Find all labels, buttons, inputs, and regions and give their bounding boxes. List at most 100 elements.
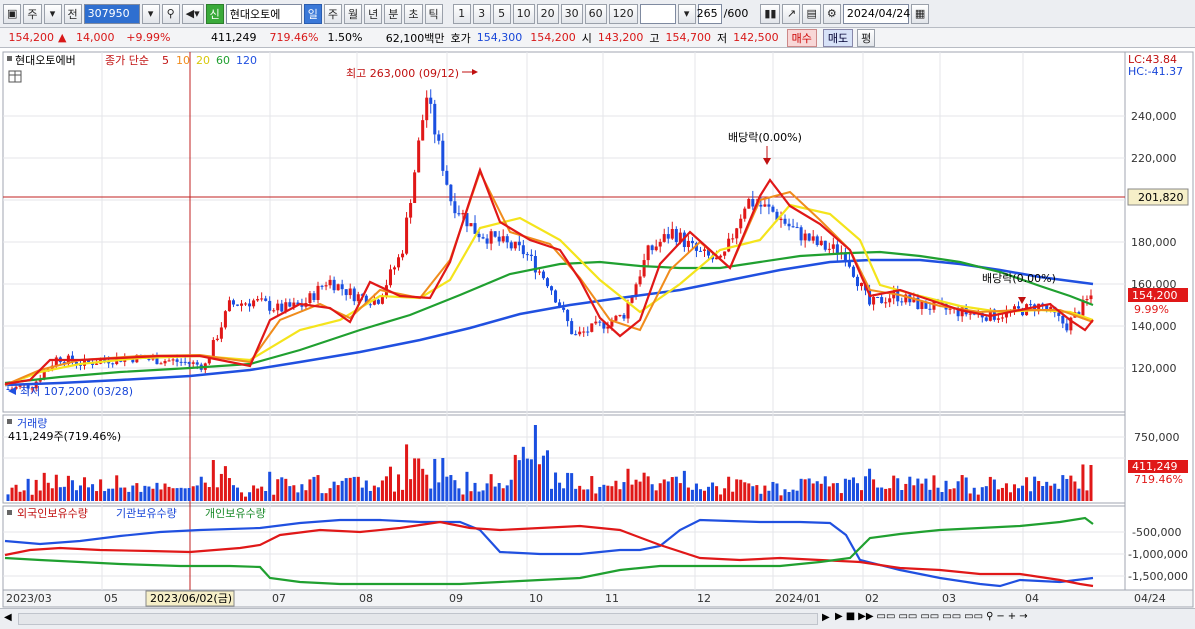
zoom-icon[interactable]: ⚲: [986, 611, 994, 622]
candle-body: [562, 307, 566, 310]
stop-icon[interactable]: ■: [845, 611, 856, 622]
volume-bar: [533, 425, 537, 501]
change-pct: +9.99%: [126, 31, 171, 44]
buy-button[interactable]: 매수: [786, 28, 817, 47]
play-icon[interactable]: ▶: [835, 611, 843, 622]
candle-icon[interactable]: ▮▮: [760, 3, 781, 24]
volume-bar: [392, 491, 397, 501]
layout-icon[interactable]: ▭▭: [876, 611, 896, 622]
hold-y-tick: -1,500,000: [1128, 570, 1188, 583]
legend-ma5[interactable]: 5: [162, 54, 169, 67]
legend-ma10[interactable]: 10: [176, 54, 190, 67]
volume-bar: [107, 488, 111, 501]
scrollbar-track[interactable]: [18, 613, 818, 625]
num-120[interactable]: 120: [608, 3, 638, 24]
turnover: 1.50%: [327, 31, 363, 44]
scroll-right-icon[interactable]: ▶: [822, 612, 830, 623]
num-30[interactable]: 30: [560, 3, 583, 24]
save-icon[interactable]: ▤: [802, 3, 821, 24]
eval-button[interactable]: 평: [857, 28, 876, 47]
custom-num-input[interactable]: [639, 3, 676, 24]
volume-bar: [348, 477, 352, 501]
plus-icon[interactable]: +: [1007, 611, 1017, 622]
volume-bar: [763, 485, 767, 501]
speaker-icon[interactable]: ◀▾: [181, 3, 204, 24]
candle-body: [167, 360, 171, 362]
num-10[interactable]: 10: [512, 3, 535, 24]
legend-individual[interactable]: 개인보유수량: [205, 507, 266, 520]
calendar-icon[interactable]: ▦: [910, 3, 930, 24]
candle-body: [868, 290, 872, 305]
period-day[interactable]: 일: [303, 3, 322, 24]
num-3[interactable]: 3: [472, 3, 491, 24]
window-icon[interactable]: ▣: [3, 3, 22, 24]
candle-body: [996, 318, 1000, 320]
chevron-down-icon[interactable]: ▾: [677, 3, 696, 24]
layout-icon-4[interactable]: ▭▭: [942, 611, 962, 622]
legend-foreign[interactable]: 외국인보유수량: [17, 507, 88, 520]
volume-bar: [34, 479, 38, 501]
period-year[interactable]: 년: [364, 3, 383, 24]
volume-bars: [6, 425, 1093, 501]
volume-bar: [38, 490, 42, 501]
period-type-select[interactable]: 주: [23, 3, 42, 24]
candle-body: [1012, 306, 1017, 311]
volume-bar: [171, 488, 175, 501]
candle-body: [550, 286, 554, 291]
scale-icon[interactable]: →: [1019, 611, 1028, 622]
volume-bar: [50, 488, 54, 501]
stock-name-field[interactable]: 현대오토에: [225, 3, 302, 24]
sell-button[interactable]: 매도: [822, 28, 854, 47]
count-max: /600: [723, 7, 749, 20]
new-badge[interactable]: 신: [205, 3, 224, 24]
volume-bar: [574, 488, 578, 501]
legend-ma120[interactable]: 120: [236, 54, 257, 67]
fast-forward-icon[interactable]: ▶▶: [858, 611, 874, 622]
chevron-down-icon[interactable]: ▾: [141, 3, 160, 24]
layout-icon-5[interactable]: ▭▭: [964, 611, 984, 622]
volume-title[interactable]: 거래량: [17, 417, 47, 430]
legend-type[interactable]: 종가 단순: [105, 54, 149, 67]
legend-stock-name[interactable]: 현대오토에버: [15, 54, 76, 67]
chart-area[interactable]: 최고 263,000 (09/12) 최저 107,200 (03/28) 배당…: [0, 48, 1195, 608]
open-price: 143,200: [597, 31, 644, 44]
layout-icon-2[interactable]: ▭▭: [898, 611, 918, 622]
count-input[interactable]: 265: [697, 3, 722, 24]
minus-icon[interactable]: −: [996, 611, 1005, 622]
scroll-left-icon[interactable]: ◀: [4, 612, 12, 623]
volume-bar: [207, 487, 211, 501]
candle-body: [823, 240, 827, 250]
volume-bar: [413, 458, 417, 501]
search-icon[interactable]: ⚲: [161, 3, 180, 24]
candle-body: [453, 201, 457, 214]
gear-icon[interactable]: ⚙: [822, 3, 841, 24]
period-second[interactable]: 초: [404, 3, 423, 24]
num-1[interactable]: 1: [452, 3, 471, 24]
candle-body: [1041, 303, 1045, 305]
draw-icon[interactable]: ↗: [782, 3, 801, 24]
legend-ma20[interactable]: 20: [196, 54, 210, 67]
num-5[interactable]: 5: [492, 3, 511, 24]
date-input[interactable]: 2024/04/24: [842, 3, 910, 24]
chevron-down-icon[interactable]: ▾: [43, 3, 62, 24]
volume-bar: [626, 468, 630, 501]
cursor-price-box: [1127, 188, 1189, 206]
period-month[interactable]: 월: [344, 3, 363, 24]
volume-bar: [896, 478, 900, 501]
volume-bar: [376, 487, 380, 501]
legend-institution[interactable]: 기관보유수량: [116, 507, 177, 520]
code-input[interactable]: 307950: [83, 3, 140, 24]
candle-body: [847, 260, 851, 267]
prev-button[interactable]: 전: [63, 3, 82, 24]
volume-bar: [578, 485, 582, 501]
num-60[interactable]: 60: [584, 3, 607, 24]
num-20[interactable]: 20: [536, 3, 559, 24]
legend-ma60[interactable]: 60: [216, 54, 230, 67]
period-minute[interactable]: 분: [384, 3, 403, 24]
candle-body: [707, 249, 711, 256]
period-week[interactable]: 주: [323, 3, 343, 24]
volume-bar: [272, 494, 276, 501]
volume-bar: [864, 476, 868, 501]
layout-icon-3[interactable]: ▭▭: [920, 611, 940, 622]
period-tick[interactable]: 틱: [424, 3, 443, 24]
